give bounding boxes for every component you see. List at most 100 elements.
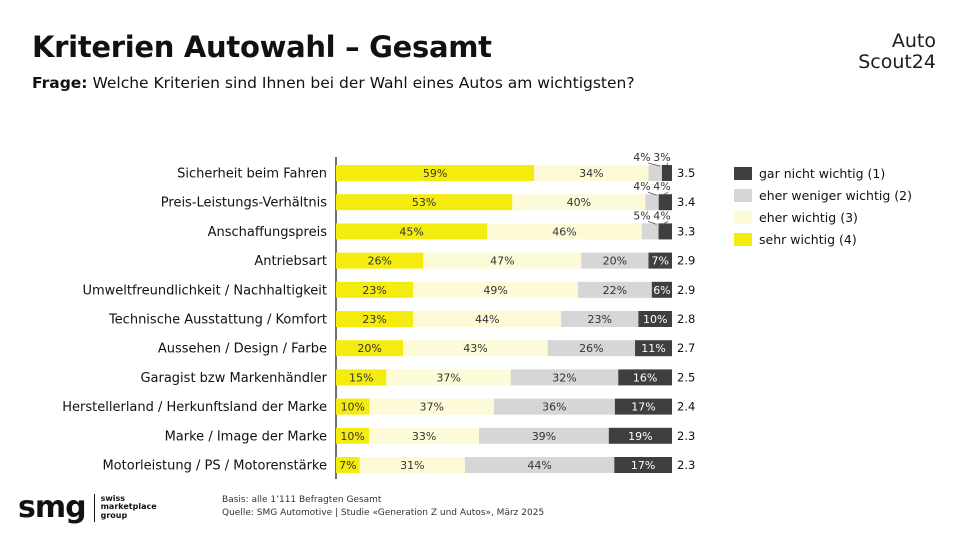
bar-segment (336, 340, 404, 357)
leader-line (647, 191, 657, 196)
question-label: Frage: (32, 74, 88, 92)
page-title: Kriterien Autowahl – Gesamt (32, 30, 492, 64)
mean-score-label: 3.4 (677, 195, 695, 209)
data-label: 49% (483, 284, 507, 297)
data-label: 11% (641, 342, 665, 355)
chart-legend: gar nicht wichtig (1) eher weniger wichti… (734, 162, 912, 250)
question-body: Welche Kriterien sind Ihnen bei der Wahl… (87, 74, 635, 92)
bar-segment (336, 369, 387, 386)
brand-line-2: Scout24 (858, 51, 936, 73)
basis-note: Basis: alle 1’111 Befragten Gesamt (222, 495, 382, 505)
data-label: 23% (588, 313, 612, 326)
category-label: Garagist bzw Markenhändler (140, 371, 327, 386)
leader-line (662, 221, 669, 225)
mean-score-label: 2.9 (677, 254, 695, 268)
bar-segment (547, 340, 636, 357)
bar-segment (608, 427, 672, 444)
data-label: 45% (399, 225, 423, 238)
bar-segment (479, 427, 609, 444)
legend-label: eher wichtig (3) (759, 209, 858, 225)
data-label: 44% (475, 313, 499, 326)
logo-sub-line: group (100, 510, 128, 520)
data-label: 4% (633, 180, 650, 193)
category-label: Sicherheit beim Fahren (177, 167, 327, 182)
data-label: 4% (653, 209, 670, 222)
bar-segment (413, 311, 562, 327)
bar-segment (512, 194, 646, 211)
data-label: 23% (362, 284, 386, 297)
data-label: 10% (341, 401, 365, 414)
autoscout24-logo: Auto Scout24 (858, 31, 936, 73)
legend-swatch (734, 210, 752, 224)
data-label: 5% (633, 209, 650, 222)
data-label: 37% (436, 371, 460, 384)
data-label: 6% (653, 284, 670, 297)
bar-segment (369, 398, 494, 415)
legend-label: gar nicht wichtig (1) (759, 165, 886, 181)
bar-segment (336, 457, 360, 473)
data-label: 15% (349, 371, 373, 384)
legend-swatch (734, 188, 752, 202)
legend-swatch (734, 166, 752, 180)
bar-segment (336, 223, 488, 240)
bar-segment (336, 398, 370, 415)
bar-segment (561, 311, 639, 327)
bar-segment (645, 194, 659, 211)
data-label: 10% (340, 430, 364, 443)
smg-logo-subtitle: swiss marketplace group (100, 493, 157, 521)
data-label: 7% (652, 255, 669, 268)
data-label: 34% (579, 167, 603, 180)
mean-score-label: 2.3 (677, 458, 695, 472)
mean-score-label: 2.4 (677, 400, 695, 414)
bar-segment (638, 311, 672, 327)
data-label: 31% (400, 459, 424, 472)
data-label: 59% (423, 167, 447, 180)
bar-segment (618, 369, 672, 386)
data-label: 53% (412, 196, 436, 209)
mean-score-label: 3.5 (677, 166, 695, 180)
legend-label: sehr wichtig (4) (759, 231, 857, 247)
bar-segment (648, 165, 662, 181)
data-label: 39% (532, 430, 556, 443)
data-label: 4% (653, 180, 670, 193)
mean-score-label: 3.3 (677, 224, 695, 238)
data-label: 19% (628, 430, 652, 443)
bar-segment (423, 252, 582, 269)
bar-segment (403, 340, 548, 357)
data-label: 17% (631, 459, 655, 472)
bar-segment (658, 223, 672, 240)
mean-score-label: 2.7 (677, 341, 695, 355)
source-note: Quelle: SMG Automotive | Studie «Generat… (222, 508, 545, 518)
data-label: 3% (653, 151, 670, 164)
bar-segment (369, 427, 480, 444)
data-label: 37% (420, 401, 444, 414)
smg-logo: smg swiss marketplace group (18, 490, 157, 525)
brand-line-1: Auto (891, 30, 936, 52)
bar-segment (534, 165, 649, 181)
data-label: 26% (367, 255, 391, 268)
mean-score-label: 2.3 (677, 429, 695, 443)
data-label: 40% (567, 196, 591, 209)
logo-sub-line: swiss (100, 493, 126, 503)
category-label: Anschaffungspreis (208, 225, 328, 240)
bar-segment (336, 427, 370, 444)
data-label: 4% (633, 151, 650, 164)
data-label: 46% (552, 225, 576, 238)
data-label: 26% (579, 342, 603, 355)
bar-segment (614, 457, 672, 473)
category-label: Technische Ausstattung / Komfort (108, 313, 327, 328)
category-label: Motorleistung / PS / Motorenstärke (102, 459, 327, 474)
leader-line (665, 162, 669, 167)
data-label: 10% (643, 313, 667, 326)
bar-segment (413, 281, 578, 298)
bar-segment (464, 457, 615, 473)
category-label: Preis-Leistungs-Verhältnis (161, 196, 327, 211)
data-label: 47% (490, 255, 514, 268)
mean-score-label: 2.5 (677, 370, 695, 384)
legend-swatch (734, 232, 752, 246)
legend-item: sehr wichtig (4) (734, 228, 912, 250)
logo-sub-line: marketplace (100, 502, 157, 512)
smg-logo-wordmark: smg (18, 490, 87, 525)
bar-segment (487, 223, 642, 240)
